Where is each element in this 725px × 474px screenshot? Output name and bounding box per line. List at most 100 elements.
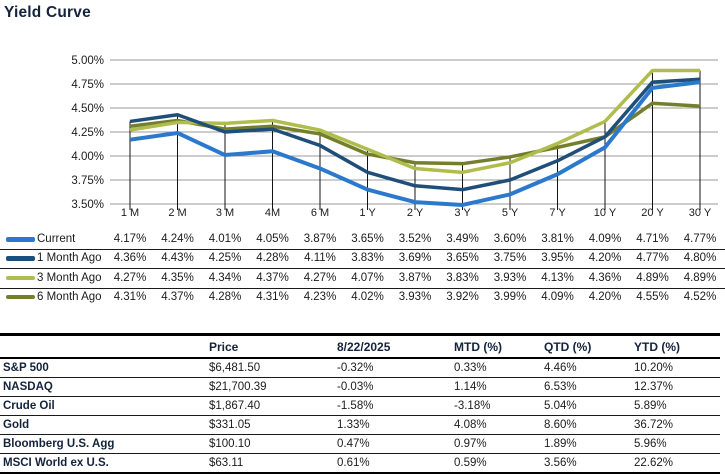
legend-value-cell: 4.43%: [161, 252, 194, 265]
market-value-cell: 1.89%: [540, 434, 630, 454]
legend-value-cell: 4.37%: [161, 290, 194, 303]
market-table-row: Crude Oil $1,867.40 -1.58% -3.18% 5.04% 5.89%: [0, 396, 720, 416]
market-value-cell: $1,867.40: [205, 396, 333, 416]
legend-value-cell: 3.75%: [493, 252, 527, 265]
market-column-header: 8/22/2025: [333, 334, 450, 359]
market-value-cell: 4.08%: [450, 415, 540, 435]
market-table-row: Bloomberg U.S. Agg $100.10 0.47% 0.97% 1.89%…: [0, 434, 720, 454]
market-value-cell: $21,700.39: [205, 377, 333, 397]
legend-value-cell: 4.09%: [588, 233, 622, 245]
legend-value-cell: 4.37%: [256, 271, 289, 284]
legend-value-cell: 3.65%: [446, 252, 479, 265]
market-value-cell: -0.03%: [333, 377, 450, 397]
market-column-header: YTD (%): [630, 334, 720, 359]
legend-value-cell: 3.87%: [303, 233, 337, 245]
x-axis-tick-label: 3 M: [216, 207, 234, 219]
legend-value-cell: 4.52%: [683, 290, 717, 303]
page-title: Yield Curve: [4, 4, 91, 21]
legend-series-label: 3 Month Ago: [37, 271, 102, 284]
y-axis-tick-label: 4.75%: [71, 79, 104, 91]
market-value-cell: -1.58%: [333, 396, 450, 416]
legend-row-3-month-ago: 3 Month Ago 4.27% 4.35% 4.34% 4.37% 4.27% 4.07…: [0, 269, 725, 289]
legend-value-cell: 4.80%: [683, 252, 717, 265]
y-axis-tick-label: 4.25%: [71, 127, 104, 139]
legend-value-cell: 4.23%: [303, 290, 337, 303]
legend-value-cell: 3.99%: [493, 290, 527, 303]
y-axis-tick-label: 3.50%: [71, 199, 104, 211]
legend-value-cell: 4.17%: [113, 233, 147, 245]
legend-value-cell: 4.11%: [304, 252, 336, 265]
x-axis-tick-label: 30 Y: [689, 207, 712, 219]
market-performance-table: Price 8/22/2025 MTD (%) QTD (%) YTD (%) S&P …: [0, 333, 720, 474]
series-line-1-month-ago: [129, 77, 701, 192]
market-row-label: NASDAQ: [0, 377, 205, 397]
legend-value-cell: 4.89%: [636, 271, 669, 284]
market-table-row: MSCI World ex U.S. $63.11 0.61% 0.59% 3.56% 2…: [0, 453, 720, 474]
market-row-label: Bloomberg U.S. Agg: [0, 434, 205, 454]
legend-value-cell: 4.77%: [683, 233, 717, 245]
market-value-cell: $331.05: [205, 415, 333, 435]
legend-series-label: 1 Month Ago: [37, 252, 102, 265]
x-axis-tick-label: 6 M: [311, 207, 329, 219]
legend-value-cell: 3.92%: [446, 290, 479, 303]
legend-value-cell: 4.36%: [113, 252, 147, 265]
market-table-row: NASDAQ $21,700.39 -0.03% 1.14% 6.53% 12.37%: [0, 377, 720, 397]
y-axis-tick-label: 3.75%: [71, 175, 104, 187]
market-row-label: Crude Oil: [0, 396, 205, 416]
market-column-header: MTD (%): [450, 334, 540, 359]
legend-value-cell: 4.07%: [351, 271, 384, 284]
legend-line-swatch: [6, 256, 35, 261]
legend-value-cell: 4.55%: [636, 290, 669, 303]
legend-row-1-month-ago: 1 Month Ago 4.36% 4.43% 4.25% 4.28% 4.11% 3.83…: [0, 249, 725, 270]
legend-value-cell: 3.69%: [398, 252, 432, 265]
market-value-cell: 1.14%: [450, 377, 540, 397]
x-axis-tick-label: 5 Y: [502, 207, 519, 219]
legend-value-cell: 4.25%: [208, 252, 242, 265]
market-value-cell: -3.18%: [450, 396, 540, 416]
legend-value-cell: 4.20%: [588, 252, 622, 265]
legend-value-cell: 4.27%: [303, 271, 337, 284]
x-axis-tick-label: 2 M: [168, 207, 186, 219]
market-column-header: [0, 334, 205, 359]
legend-value-cell: 3.93%: [493, 271, 527, 284]
legend-value-cell: 4.71%: [636, 233, 669, 245]
market-row-label: MSCI World ex U.S.: [0, 453, 205, 474]
market-value-cell: $100.10: [205, 434, 333, 454]
x-axis-tick-label: 3 Y: [454, 207, 471, 219]
x-axis-tick-label: 10 Y: [594, 207, 617, 219]
market-value-cell: 5.04%: [540, 396, 630, 416]
legend-series-label: 6 Month Ago: [37, 290, 102, 303]
x-axis-tick-label: 4M: [265, 207, 280, 219]
legend-value-cell: 3.93%: [398, 290, 432, 303]
legend-value-cell: 4.77%: [636, 252, 669, 265]
legend-value-cell: 4.36%: [588, 271, 622, 284]
market-value-cell: 3.56%: [540, 453, 630, 474]
legend-series-label: Current: [37, 233, 76, 245]
legend-value-cell: 3.65%: [351, 233, 384, 245]
x-axis-tick-label: 2 Y: [407, 207, 424, 219]
legend-line-swatch: [6, 275, 35, 281]
legend-value-cell: 3.49%: [446, 233, 479, 245]
legend-value-cell: 4.02%: [351, 290, 384, 303]
legend-line-swatch: [6, 294, 35, 300]
legend-value-cell: 3.87%: [398, 271, 432, 284]
legend-value-cell: 3.83%: [351, 252, 384, 265]
market-table-header-row: Price 8/22/2025 MTD (%) QTD (%) YTD (%): [0, 334, 720, 359]
legend-value-cell: 3.81%: [541, 233, 574, 245]
legend-value-cell: 4.13%: [541, 271, 574, 284]
market-column-header: QTD (%): [540, 334, 630, 359]
market-row-label: Gold: [0, 415, 205, 435]
legend-line-swatch: [6, 237, 35, 242]
legend-value-cell: 3.52%: [398, 233, 432, 245]
series-line-current: [129, 80, 701, 207]
market-value-cell: 6.53%: [540, 377, 630, 397]
legend-value-cell: 4.34%: [208, 271, 242, 284]
y-axis-tick-label: 4.00%: [71, 151, 104, 163]
market-value-cell: -0.32%: [333, 358, 450, 378]
legend-row-current: Current 4.17% 4.24% 4.01% 4.05% 3.87% 3.65% 3.5…: [0, 230, 725, 250]
market-value-cell: 0.59%: [450, 453, 540, 474]
legend-value-cell: 4.24%: [161, 233, 194, 245]
market-value-cell: 10.20%: [630, 358, 720, 378]
market-table-row: S&P 500 $6,481.50 -0.32% 0.33% 4.46% 10.20%: [0, 358, 720, 378]
y-axis-tick-label: 5.00%: [71, 55, 104, 67]
